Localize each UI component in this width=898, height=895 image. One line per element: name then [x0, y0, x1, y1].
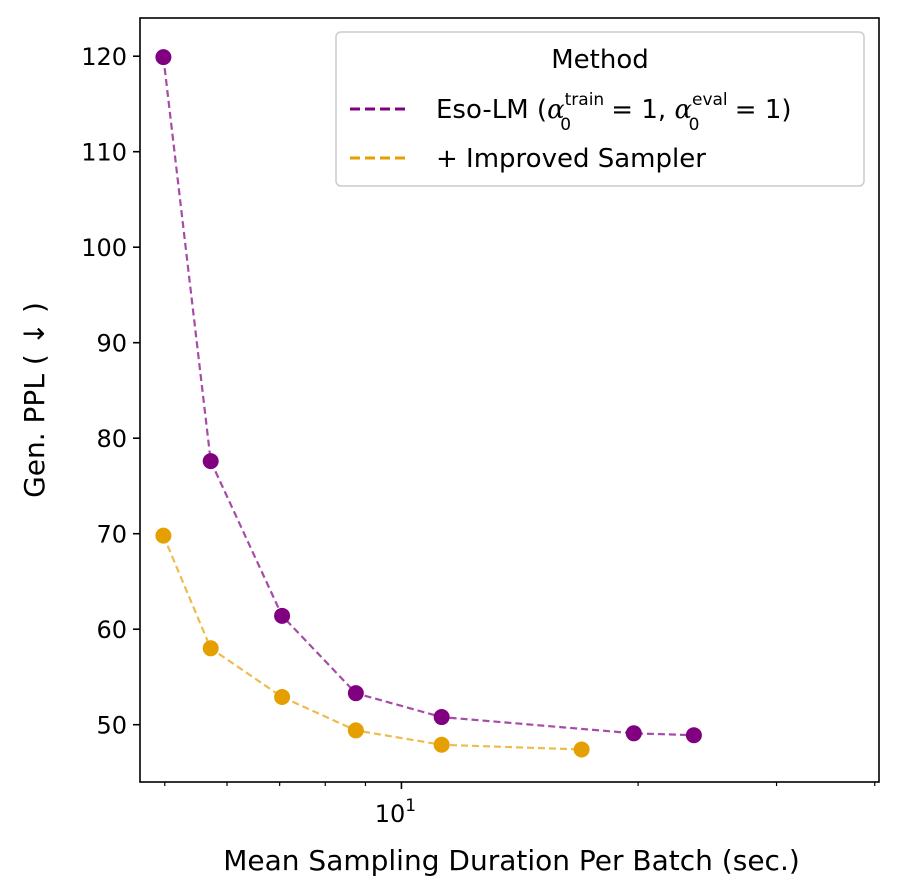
data-point-improved-sampler [347, 722, 364, 739]
x-tick-label: 101 [375, 796, 416, 828]
legend-label-improved-sampler: + Improved Sampler [436, 144, 706, 174]
plot-frame [139, 17, 880, 783]
series-line-improved-sampler [162, 535, 582, 751]
series-layer [155, 49, 702, 758]
y-tick-label: 100 [81, 234, 127, 262]
y-tick-label: 110 [81, 139, 127, 167]
y-tick-label: 80 [96, 425, 127, 453]
data-point-improved-sampler [274, 689, 291, 706]
legend-title: Method [551, 45, 649, 75]
data-point-eso-lm [202, 453, 219, 470]
data-point-improved-sampler [573, 741, 590, 758]
data-point-eso-lm [685, 727, 702, 744]
legend: Method Eso-LM (αtrain 0 = 1, αeval 0 = 1) … [335, 31, 865, 187]
data-point-eso-lm [433, 709, 450, 726]
x-axis-title: Mean Sampling Duration Per Batch (sec.) [223, 844, 800, 877]
data-point-eso-lm [274, 607, 291, 624]
y-tick-label: 50 [96, 712, 127, 740]
data-point-eso-lm [625, 725, 642, 742]
data-point-eso-lm [347, 685, 364, 702]
data-point-improved-sampler [202, 640, 219, 657]
y-axis-title: Gen. PPL ( ↓ ) [18, 302, 51, 498]
data-point-eso-lm [155, 49, 172, 66]
data-point-improved-sampler [433, 736, 450, 753]
legend-label-eso-lm: Eso-LM (αtrain 0 = 1, αeval 0 = 1) [436, 90, 792, 135]
y-tick-label: 120 [81, 43, 127, 71]
legend-box [335, 31, 865, 187]
data-point-improved-sampler [155, 527, 172, 544]
y-tick-label: 70 [96, 521, 127, 549]
axis-ticks: 50 60 70 80 90 100 110 120 101 [81, 43, 876, 828]
y-tick-label: 90 [96, 330, 127, 358]
y-tick-label: 60 [96, 616, 127, 644]
